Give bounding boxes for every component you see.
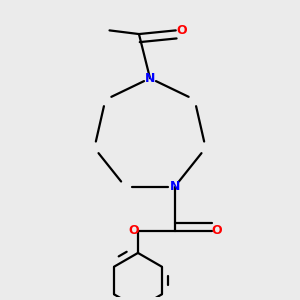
Text: N: N xyxy=(145,72,155,85)
Text: O: O xyxy=(128,224,139,237)
Text: N: N xyxy=(169,180,180,193)
Text: O: O xyxy=(176,24,187,37)
Text: O: O xyxy=(212,224,222,237)
